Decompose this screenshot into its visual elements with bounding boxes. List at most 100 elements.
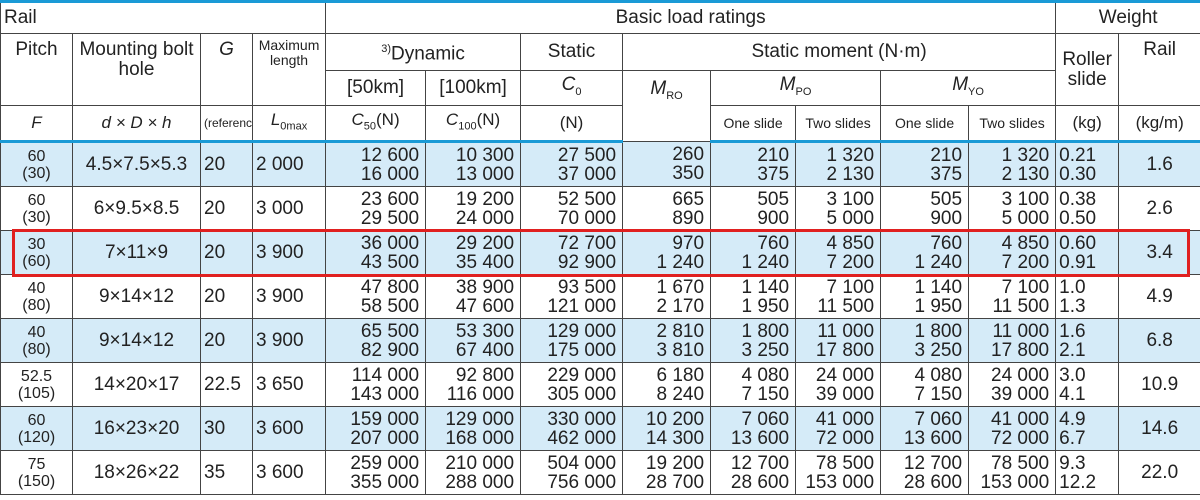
value-cell: 7 100 11 500 <box>968 274 1057 319</box>
value: 1 670 <box>656 276 705 298</box>
value: 355 000 <box>350 471 420 493</box>
value: 19 200 <box>455 188 515 210</box>
value: 14 300 <box>645 427 705 449</box>
value: 39 000 <box>991 383 1050 405</box>
value: 53 300 <box>455 320 515 342</box>
value-cell: 1.6 2.1 <box>1055 318 1120 363</box>
value: 7 200 <box>1001 251 1050 273</box>
value: 82 900 <box>360 339 420 361</box>
value: 121 000 <box>547 295 617 317</box>
g-cell: 30 <box>200 406 253 451</box>
value-cell: 0.38 0.50 <box>1055 186 1120 231</box>
value: 35 400 <box>455 251 515 273</box>
value: 13 000 <box>455 163 515 185</box>
value: 0.38 <box>1059 188 1097 210</box>
header-cell: (kg/m) <box>1118 105 1200 143</box>
value: 72 700 <box>557 232 617 254</box>
value: 78 500 <box>815 452 875 474</box>
value-cell: 23 600 29 500 <box>325 186 427 231</box>
value: 1 800 <box>914 320 963 342</box>
pitch-cell: 40 (80) <box>0 318 73 363</box>
value: 1.6 <box>1059 320 1086 342</box>
value: 375 <box>757 163 790 185</box>
value: 2 810 <box>656 320 705 342</box>
value: 0.50 <box>1059 207 1097 229</box>
value-cell: 38 900 47 600 <box>425 274 522 319</box>
value: 305 000 <box>547 383 617 405</box>
value: 2.1 <box>1059 339 1086 361</box>
value: 462 000 <box>547 427 617 449</box>
value: 5 000 <box>826 207 875 229</box>
value: 890 <box>672 207 705 229</box>
value: 12 700 <box>730 452 790 474</box>
value: 3.0 <box>1059 364 1086 386</box>
value: 1 140 <box>914 276 963 298</box>
header-cell: Static <box>520 33 624 71</box>
value: 0.91 <box>1059 251 1097 273</box>
text: M <box>952 73 969 95</box>
value: 1 950 <box>914 295 963 317</box>
value-cell: 36 000 43 500 <box>325 230 427 275</box>
text: M <box>650 78 667 99</box>
value-cell: 41 000 72 000 <box>795 406 882 451</box>
value: 159 000 <box>350 408 420 430</box>
pitch-cell: 40 (80) <box>0 274 73 319</box>
rail-weight-cell: 10.9 <box>1118 362 1200 407</box>
length-cell: 2 000 <box>251 141 327 187</box>
header-row: Rail Basic load ratings Weight <box>0 1 1200 34</box>
value: 760 <box>930 232 963 254</box>
value-cell: 11 000 17 800 <box>968 318 1057 363</box>
value: 12.2 <box>1059 471 1097 493</box>
pitch-cell: 60 (120) <box>0 406 73 451</box>
value-cell: 1 140 1 950 <box>880 274 970 319</box>
value-cell: 27 500 37 000 <box>520 141 624 187</box>
rail-weight-cell: 2.6 <box>1118 186 1200 231</box>
header-cell: Roller slide <box>1055 33 1120 106</box>
value-cell: 504 000 756 000 <box>520 450 624 495</box>
value-cell: 78 500 153 000 <box>968 450 1057 495</box>
pitch-cell: 75 (150) <box>0 450 73 495</box>
value: 8 240 <box>656 383 705 405</box>
g-cell: 20 <box>200 230 253 275</box>
pitch: 60 <box>27 411 46 429</box>
value: 28 600 <box>903 471 963 493</box>
header-cell: One slide <box>880 105 970 143</box>
value: 505 <box>757 188 790 210</box>
value: 1 240 <box>741 251 790 273</box>
text: L <box>270 109 281 129</box>
pitch-alt: (30) <box>22 208 51 226</box>
value: 330 000 <box>547 408 617 430</box>
value: 4 080 <box>741 364 790 386</box>
value-cell: 10 300 13 000 <box>425 141 522 187</box>
value-cell: 65 500 82 900 <box>325 318 427 363</box>
header-cell: Pitch <box>0 33 73 106</box>
header-cell: d × D × h <box>72 105 201 143</box>
header-cell: Maximum length <box>251 33 327 106</box>
value: 375 <box>930 163 963 185</box>
length-cell: 3 600 <box>251 450 327 495</box>
rail-weight-cell: 4.9 <box>1118 274 1200 319</box>
value-cell: 505 900 <box>880 186 970 231</box>
g-cell: 20 <box>200 274 253 319</box>
pitch: 30 <box>27 235 46 253</box>
bolt-cell: 9×14×12 <box>72 274 201 319</box>
value: 58 500 <box>360 295 420 317</box>
value: 38 900 <box>455 276 515 298</box>
length-cell: 3 900 <box>251 318 327 363</box>
rail-weight-cell: 1.6 <box>1118 141 1200 187</box>
table-row: 52.5 (105) 14×20×17 22.5 3 650 114 000 143 000… <box>0 362 1200 407</box>
value-cell: 129 000 175 000 <box>520 318 624 363</box>
header-row: F d × D × h (reference) L0max C50(N) C10… <box>0 105 1200 143</box>
header-cell: Weight <box>1055 1 1200 34</box>
value: 4 850 <box>826 232 875 254</box>
value-cell: 12 700 28 600 <box>880 450 970 495</box>
value-cell: 1 800 3 250 <box>880 318 970 363</box>
value-cell: 159 000 207 000 <box>325 406 427 451</box>
value-cell: 41 000 72 000 <box>968 406 1057 451</box>
pitch-alt: (80) <box>22 296 51 314</box>
value-cell: 6 180 8 240 <box>622 362 712 407</box>
value-cell: 78 500 153 000 <box>795 450 882 495</box>
value-cell: 9.3 12.2 <box>1055 450 1120 495</box>
value: 0.60 <box>1059 232 1097 254</box>
value-cell: 19 200 24 000 <box>425 186 522 231</box>
